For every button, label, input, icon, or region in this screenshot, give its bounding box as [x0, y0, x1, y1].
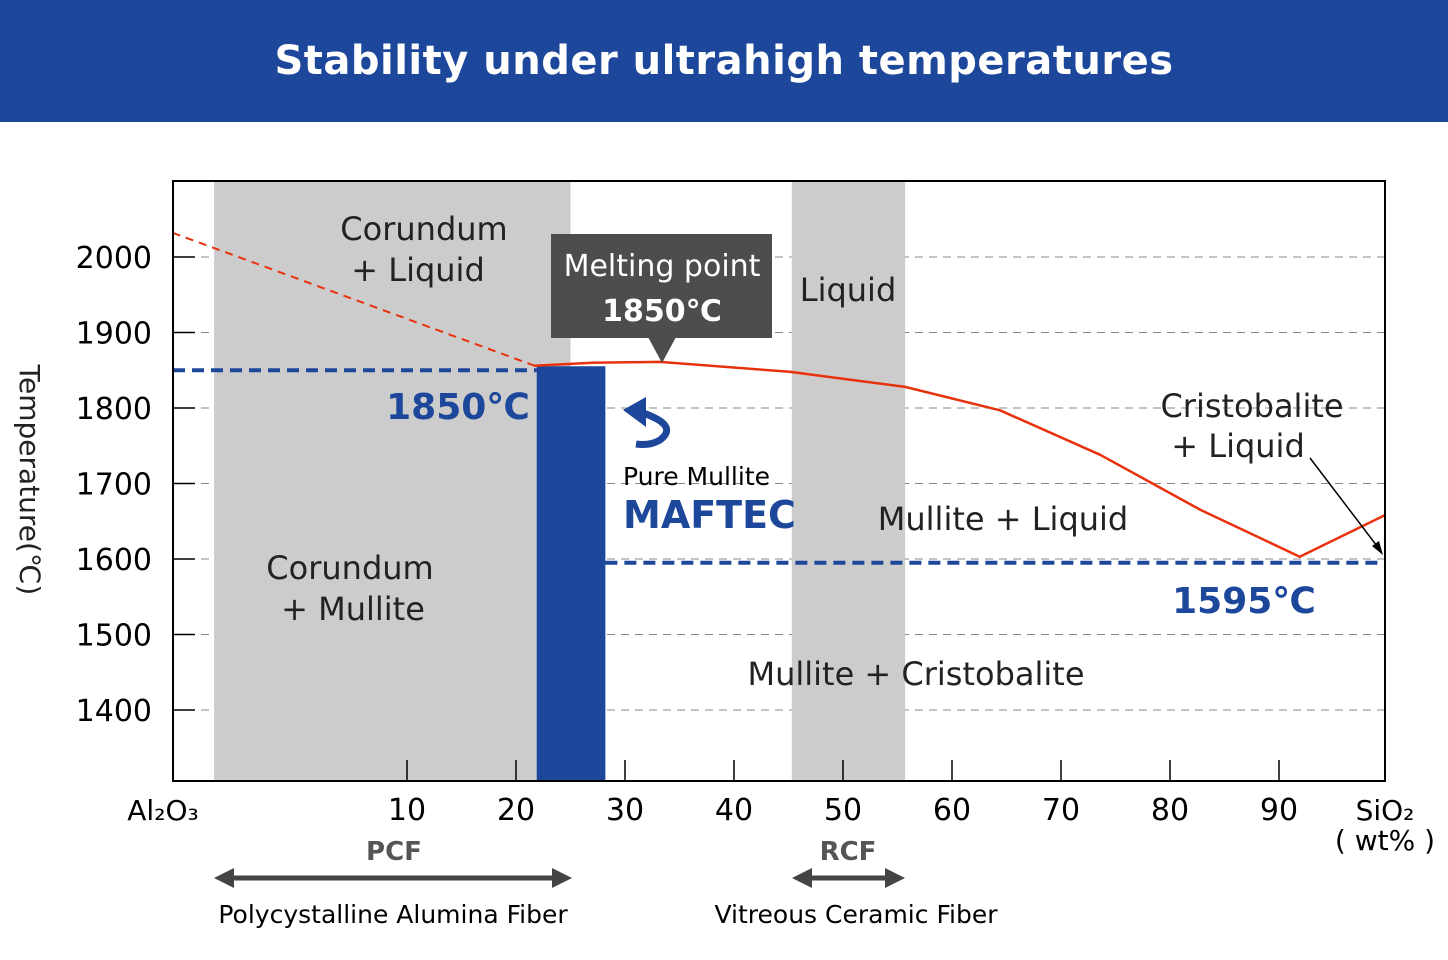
rcf-label: RCF — [820, 837, 877, 867]
curved-arrow-head-icon — [623, 397, 646, 427]
x-tick-label: 50 — [824, 793, 862, 828]
region-mullite-cristobalite: Mullite + Cristobalite — [747, 655, 1084, 693]
band-pcf — [214, 181, 571, 781]
region-corundum-mullite-1: Corundum — [266, 549, 433, 587]
x-right-label: SiO₂ — [1356, 794, 1415, 827]
plot-frame — [172, 180, 1386, 782]
region-cristobalite-liquid-2: + Liquid — [1171, 427, 1305, 465]
x-left-label: Al₂O₃ — [127, 794, 198, 827]
pcf-description: Polycystalline Alumina Fiber — [218, 900, 568, 929]
x-tick-label: 80 — [1151, 793, 1189, 828]
callout-line1: Melting point — [564, 249, 761, 284]
x-tick-label: 40 — [715, 793, 753, 828]
region-corundum-liquid-2: + Liquid — [351, 251, 485, 289]
pcf-label: PCF — [366, 837, 422, 867]
y-tick-label: 1700 — [76, 468, 152, 503]
label-1850: 1850℃ — [386, 387, 530, 428]
x-tick-label: 20 — [497, 793, 535, 828]
region-mullite-liquid: Mullite + Liquid — [878, 500, 1128, 538]
melting-point-callout: Melting point 1850℃ — [551, 234, 772, 363]
y-tick-label: 1900 — [76, 317, 152, 352]
y-tick-label: 1800 — [76, 392, 152, 427]
y-tick-label: 1400 — [76, 694, 152, 729]
x-tick-label: 10 — [388, 793, 426, 828]
x-tick-label: 70 — [1042, 793, 1080, 828]
region-cristobalite-liquid-1: Cristobalite — [1160, 387, 1343, 425]
rcf-range-arrow-icon — [792, 868, 905, 888]
y-tick-label: 1500 — [76, 619, 152, 654]
mullite-composition-bar — [536, 366, 606, 781]
region-liquid: Liquid — [800, 271, 897, 309]
band-rcf — [791, 181, 906, 781]
header-title: Stability under ultrahigh temperatures — [0, 0, 1448, 122]
x-tick-label: 90 — [1260, 793, 1298, 828]
x-unit-label: ( wt% ) — [1335, 824, 1435, 857]
rcf-description: Vitreous Ceramic Fiber — [715, 900, 999, 929]
pointer-line — [1309, 457, 1381, 551]
product-name: MAFTEC — [623, 493, 796, 537]
y-tick-label: 1600 — [76, 543, 152, 578]
y-axis-label: Temperature(℃) — [13, 364, 46, 596]
product-sub: Pure Mullite — [623, 462, 770, 491]
pcf-range-arrow-icon — [214, 868, 572, 888]
region-corundum-mullite-2: + Mullite — [281, 590, 425, 628]
region-corundum-liquid-1: Corundum — [340, 210, 507, 248]
liquidus-curve — [534, 360, 1386, 558]
callout-line2: 1850℃ — [602, 294, 722, 329]
pointer-arrowhead-icon — [1372, 541, 1383, 555]
curved-arrow-icon — [635, 408, 671, 448]
x-tick-label: 60 — [933, 793, 971, 828]
y-tick-label: 2000 — [76, 241, 152, 276]
label-1595: 1595℃ — [1172, 581, 1316, 622]
x-tick-label: 30 — [606, 793, 644, 828]
